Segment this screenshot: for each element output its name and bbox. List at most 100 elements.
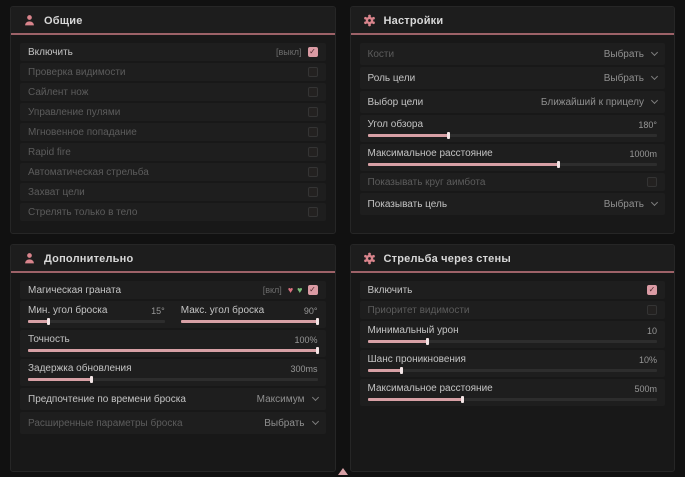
panel-title: Общие (44, 14, 83, 27)
row-update-delay: Задержка обновления 300ms (20, 359, 326, 386)
visibility-priority-checkbox[interactable] (647, 305, 657, 315)
row-label: Макс. угол броска (180, 305, 265, 316)
panel-wallbang-body: Включить ✓ Приоритет видимости Минимальн… (351, 273, 675, 471)
chevron-down-icon (650, 198, 659, 207)
fov-slider[interactable] (367, 132, 657, 139)
slider-fill (28, 376, 93, 383)
rapid-fire-checkbox[interactable] (307, 147, 318, 157)
max-throw-angle-group: Макс. угол броска 90° (180, 305, 319, 325)
select-value: Выбрать (264, 417, 305, 429)
gear-icon (363, 252, 376, 265)
slider-value: 1000m (629, 148, 657, 159)
slider-value: 180° (638, 119, 657, 130)
row-wallbang-max-distance: Максимальное расстояние 500m (359, 379, 665, 406)
wallbang-max-distance-slider[interactable] (367, 396, 657, 403)
panel-wallbang-header: Стрельба через стены (350, 245, 674, 273)
update-delay-slider[interactable] (28, 376, 318, 383)
row-label: Включить (28, 46, 73, 58)
row-label: Показывать цель (367, 198, 448, 210)
panel-additional: Дополнительно Магическая граната [вкл] ♥… (10, 244, 336, 472)
throw-time-preference-select[interactable]: Максимум (256, 393, 319, 405)
target-lock-checkbox[interactable] (307, 187, 318, 197)
enable-checkbox[interactable]: ✓ (307, 47, 318, 57)
row-penetration-chance: Шанс проникновения 10% (359, 350, 665, 377)
row-label: Мин. угол броска (28, 305, 108, 316)
row-label: Включить (367, 284, 413, 296)
scroll-up-indicator-icon[interactable] (337, 468, 348, 475)
chevron-down-icon (311, 393, 319, 402)
max-distance-slider[interactable] (367, 161, 657, 168)
row-label: Выбор цели (367, 96, 424, 108)
chevron-down-icon (650, 96, 659, 105)
slider-fill (28, 318, 49, 325)
row-silent-knife: Сайлент нож (20, 83, 326, 101)
row-label: Приоритет видимости (367, 304, 470, 316)
bones-select[interactable]: Выбрать (603, 48, 659, 60)
row-label: Угол обзора (367, 119, 424, 130)
slider-fill (367, 161, 560, 168)
row-bullet-control: Управление пулями (20, 103, 326, 121)
row-target-selection: Выбор цели Ближайший к прицелу (359, 91, 665, 113)
select-value: Максимум (256, 393, 305, 405)
min-damage-slider[interactable] (367, 338, 657, 345)
row-label: Роль цели (367, 72, 416, 84)
chevron-down-icon (311, 417, 319, 426)
body-only-checkbox[interactable] (307, 207, 318, 217)
visibility-check-checkbox[interactable] (307, 67, 318, 77)
select-value: Выбрать (603, 48, 644, 60)
heart-green-icon[interactable]: ♥ (297, 284, 303, 295)
heart-pink-icon[interactable]: ♥ (287, 284, 294, 295)
row-label: Мгновенное попадание (28, 126, 137, 138)
row-visibility-check: Проверка видимости (20, 63, 326, 81)
show-target-select[interactable]: Выбрать (604, 198, 659, 210)
target-role-select[interactable]: Выбрать (604, 72, 659, 84)
row-label: Шанс проникновения (367, 354, 466, 365)
silent-knife-checkbox[interactable] (307, 87, 318, 97)
row-bones: Кости Выбрать (359, 43, 665, 65)
slider-fill (367, 396, 464, 403)
panel-general: Общие Включить [выкл] ✓ Проверка видимос… (10, 6, 336, 234)
min-throw-angle-slider[interactable] (28, 318, 165, 325)
target-selection-select[interactable]: Ближайший к прицелу (541, 96, 659, 108)
slider-value: 10 (646, 325, 657, 336)
auto-fire-checkbox[interactable] (307, 167, 318, 177)
row-label: Максимальное расстояние (367, 383, 493, 394)
show-aimbot-circle-checkbox[interactable] (647, 177, 657, 187)
person-icon (23, 14, 36, 27)
slider-fill (180, 318, 319, 325)
row-show-aimbot-circle: Показывать круг аимбота (359, 173, 665, 191)
penetration-chance-slider[interactable] (367, 367, 657, 374)
magic-grenade-checkbox[interactable]: ✓ (307, 285, 318, 295)
wallbang-enable-checkbox[interactable]: ✓ (647, 285, 657, 295)
advanced-throw-params-select[interactable]: Выбрать (264, 417, 319, 429)
panel-additional-header: Дополнительно (11, 245, 335, 273)
row-label: Магическая граната (28, 284, 122, 296)
slider-fill (367, 132, 450, 139)
row-label: Максимальное расстояние (367, 148, 493, 159)
slider-fill (367, 338, 430, 345)
slider-value: 100% (294, 334, 318, 345)
panel-settings-header: Настройки (350, 7, 674, 35)
panel-settings: Настройки Кости Выбрать Роль цели Выбрат… (349, 6, 675, 234)
bullet-control-checkbox[interactable] (307, 107, 318, 117)
row-throw-time-preference: Предпочтение по времени броска Максимум (20, 388, 326, 410)
instant-hit-checkbox[interactable] (307, 127, 318, 137)
panel-settings-body: Кости Выбрать Роль цели Выбрать Выбор це… (351, 35, 675, 233)
row-show-target: Показывать цель Выбрать (359, 193, 665, 215)
accuracy-slider[interactable] (28, 347, 318, 354)
row-label: Стрелять только в тело (28, 206, 138, 218)
gear-icon (363, 14, 376, 27)
row-instant-hit: Мгновенное попадание (20, 123, 326, 141)
chevron-down-icon (650, 48, 659, 57)
row-magic-grenade: Магическая граната [вкл] ♥ ♥ ✓ (20, 281, 326, 299)
row-label: Захват цели (28, 186, 85, 198)
row-label: Предпочтение по времени броска (28, 393, 186, 405)
max-throw-angle-slider[interactable] (180, 318, 319, 325)
slider-fill (28, 347, 318, 354)
slider-value: 500m (634, 383, 657, 394)
row-body-only: Стрелять только в тело (20, 203, 326, 221)
slider-value: 300ms (290, 363, 318, 374)
row-label: Rapid fire (28, 146, 71, 158)
chevron-down-icon (650, 72, 659, 81)
row-rapid-fire: Rapid fire (20, 143, 326, 161)
